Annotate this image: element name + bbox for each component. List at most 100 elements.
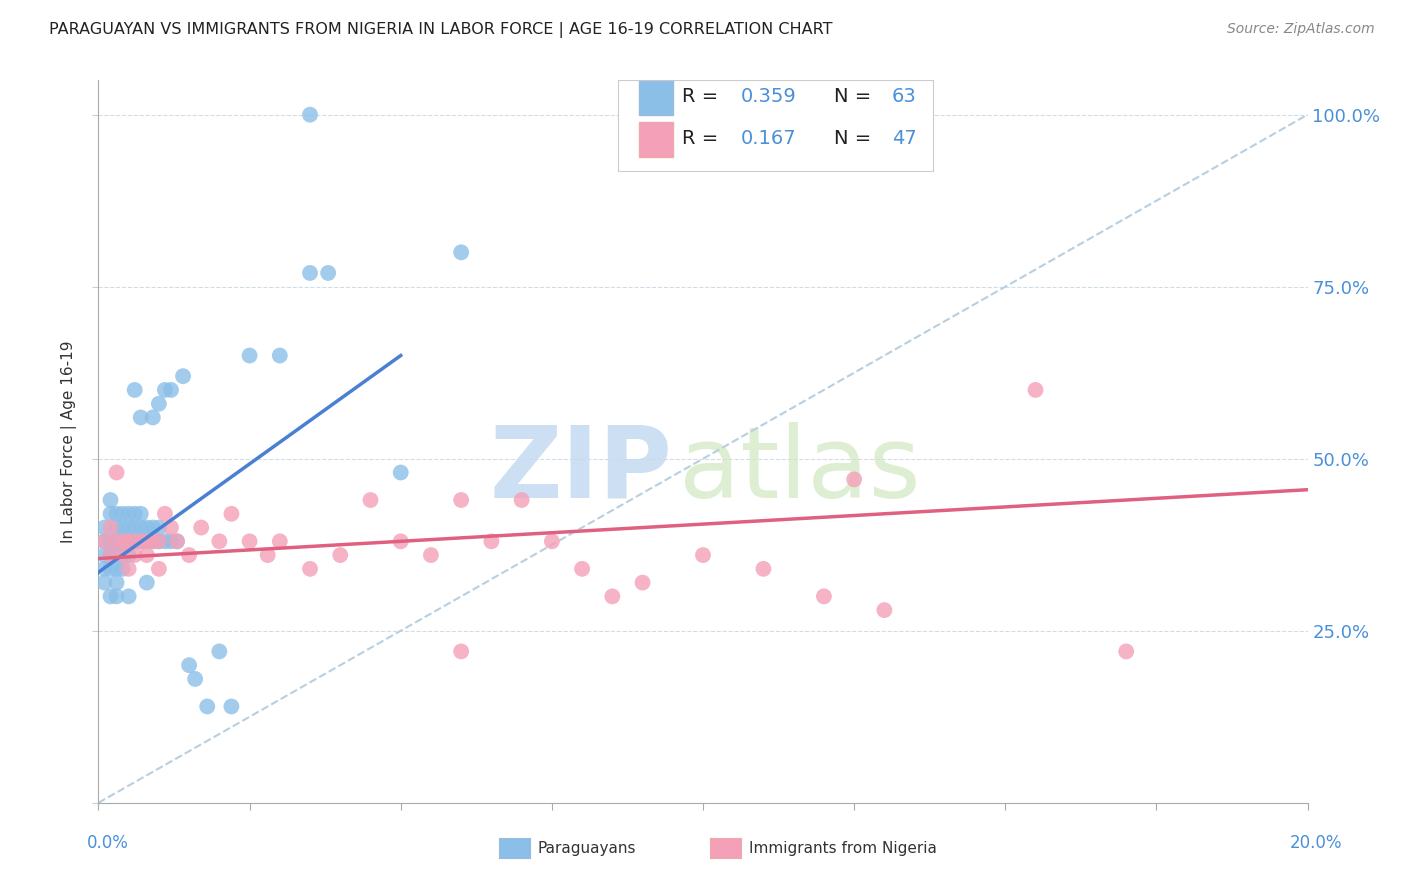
Point: [510, 493, 533, 508]
Point: [105, 520, 128, 534]
Point: [105, 548, 128, 562]
Point: [111, 507, 134, 521]
Point: [208, 534, 231, 549]
Point: [118, 507, 141, 521]
Point: [100, 548, 122, 562]
Point: [299, 108, 322, 122]
Point: [148, 520, 170, 534]
Point: [105, 507, 128, 521]
Text: N =: N =: [834, 87, 877, 106]
Text: Source: ZipAtlas.com: Source: ZipAtlas.com: [1227, 22, 1375, 37]
Point: [111, 534, 134, 549]
Text: 47: 47: [891, 128, 917, 148]
Point: [93, 534, 115, 549]
Point: [118, 562, 141, 576]
Point: [239, 534, 262, 549]
Text: 0.359: 0.359: [741, 87, 796, 106]
Text: R =: R =: [682, 87, 725, 106]
Point: [571, 562, 593, 576]
Point: [135, 575, 157, 590]
Point: [111, 520, 134, 534]
Point: [100, 520, 122, 534]
Point: [184, 672, 207, 686]
Point: [692, 548, 714, 562]
Point: [93, 534, 115, 549]
Point: [148, 562, 170, 576]
Point: [450, 644, 472, 658]
Point: [93, 548, 115, 562]
Point: [179, 548, 201, 562]
Text: N =: N =: [834, 128, 877, 148]
Point: [389, 534, 412, 549]
Point: [208, 644, 231, 658]
Y-axis label: In Labor Force | Age 16-19: In Labor Force | Age 16-19: [60, 340, 77, 543]
Point: [481, 534, 503, 549]
Text: R =: R =: [682, 128, 725, 148]
Point: [135, 534, 157, 549]
Point: [135, 534, 157, 549]
FancyBboxPatch shape: [619, 80, 932, 170]
Point: [148, 397, 170, 411]
Point: [844, 472, 866, 486]
Point: [631, 575, 654, 590]
Text: Immigrants from Nigeria: Immigrants from Nigeria: [749, 841, 938, 855]
Point: [93, 575, 115, 590]
Point: [105, 575, 128, 590]
Point: [450, 493, 472, 508]
Point: [111, 562, 134, 576]
Point: [118, 548, 141, 562]
Point: [100, 548, 122, 562]
Point: [124, 534, 146, 549]
Point: [153, 507, 176, 521]
Text: 20.0%: 20.0%: [1291, 834, 1343, 852]
Point: [118, 520, 141, 534]
Point: [100, 590, 122, 604]
Point: [602, 590, 624, 604]
Point: [124, 383, 146, 397]
Point: [118, 534, 141, 549]
Point: [124, 507, 146, 521]
Point: [105, 534, 128, 549]
Text: PARAGUAYAN VS IMMIGRANTS FROM NIGERIA IN LABOR FORCE | AGE 16-19 CORRELATION CHA: PARAGUAYAN VS IMMIGRANTS FROM NIGERIA IN…: [49, 22, 832, 38]
Point: [239, 349, 262, 363]
Point: [129, 520, 152, 534]
Point: [316, 266, 339, 280]
Point: [100, 562, 122, 576]
Text: 63: 63: [891, 87, 917, 106]
Point: [105, 534, 128, 549]
Point: [105, 562, 128, 576]
Point: [124, 520, 146, 534]
Point: [450, 245, 472, 260]
FancyBboxPatch shape: [638, 81, 673, 115]
Point: [105, 590, 128, 604]
Point: [540, 534, 562, 549]
Point: [100, 493, 122, 508]
Point: [111, 548, 134, 562]
Point: [269, 349, 291, 363]
Point: [118, 590, 141, 604]
Text: atlas: atlas: [679, 422, 921, 519]
Point: [93, 562, 115, 576]
Point: [420, 548, 443, 562]
Point: [221, 699, 243, 714]
Point: [172, 369, 194, 384]
Point: [118, 534, 141, 549]
Text: ZIP: ZIP: [489, 422, 672, 519]
Point: [142, 534, 165, 549]
Point: [166, 534, 188, 549]
Point: [221, 507, 243, 521]
Point: [813, 590, 835, 604]
Text: 0.0%: 0.0%: [87, 834, 129, 852]
Point: [142, 520, 165, 534]
Point: [111, 548, 134, 562]
Point: [135, 548, 157, 562]
Point: [360, 493, 382, 508]
Point: [256, 548, 278, 562]
Point: [752, 562, 775, 576]
Point: [269, 534, 291, 549]
Point: [105, 466, 128, 480]
Point: [166, 534, 188, 549]
Point: [124, 534, 146, 549]
Point: [124, 548, 146, 562]
Point: [160, 534, 183, 549]
